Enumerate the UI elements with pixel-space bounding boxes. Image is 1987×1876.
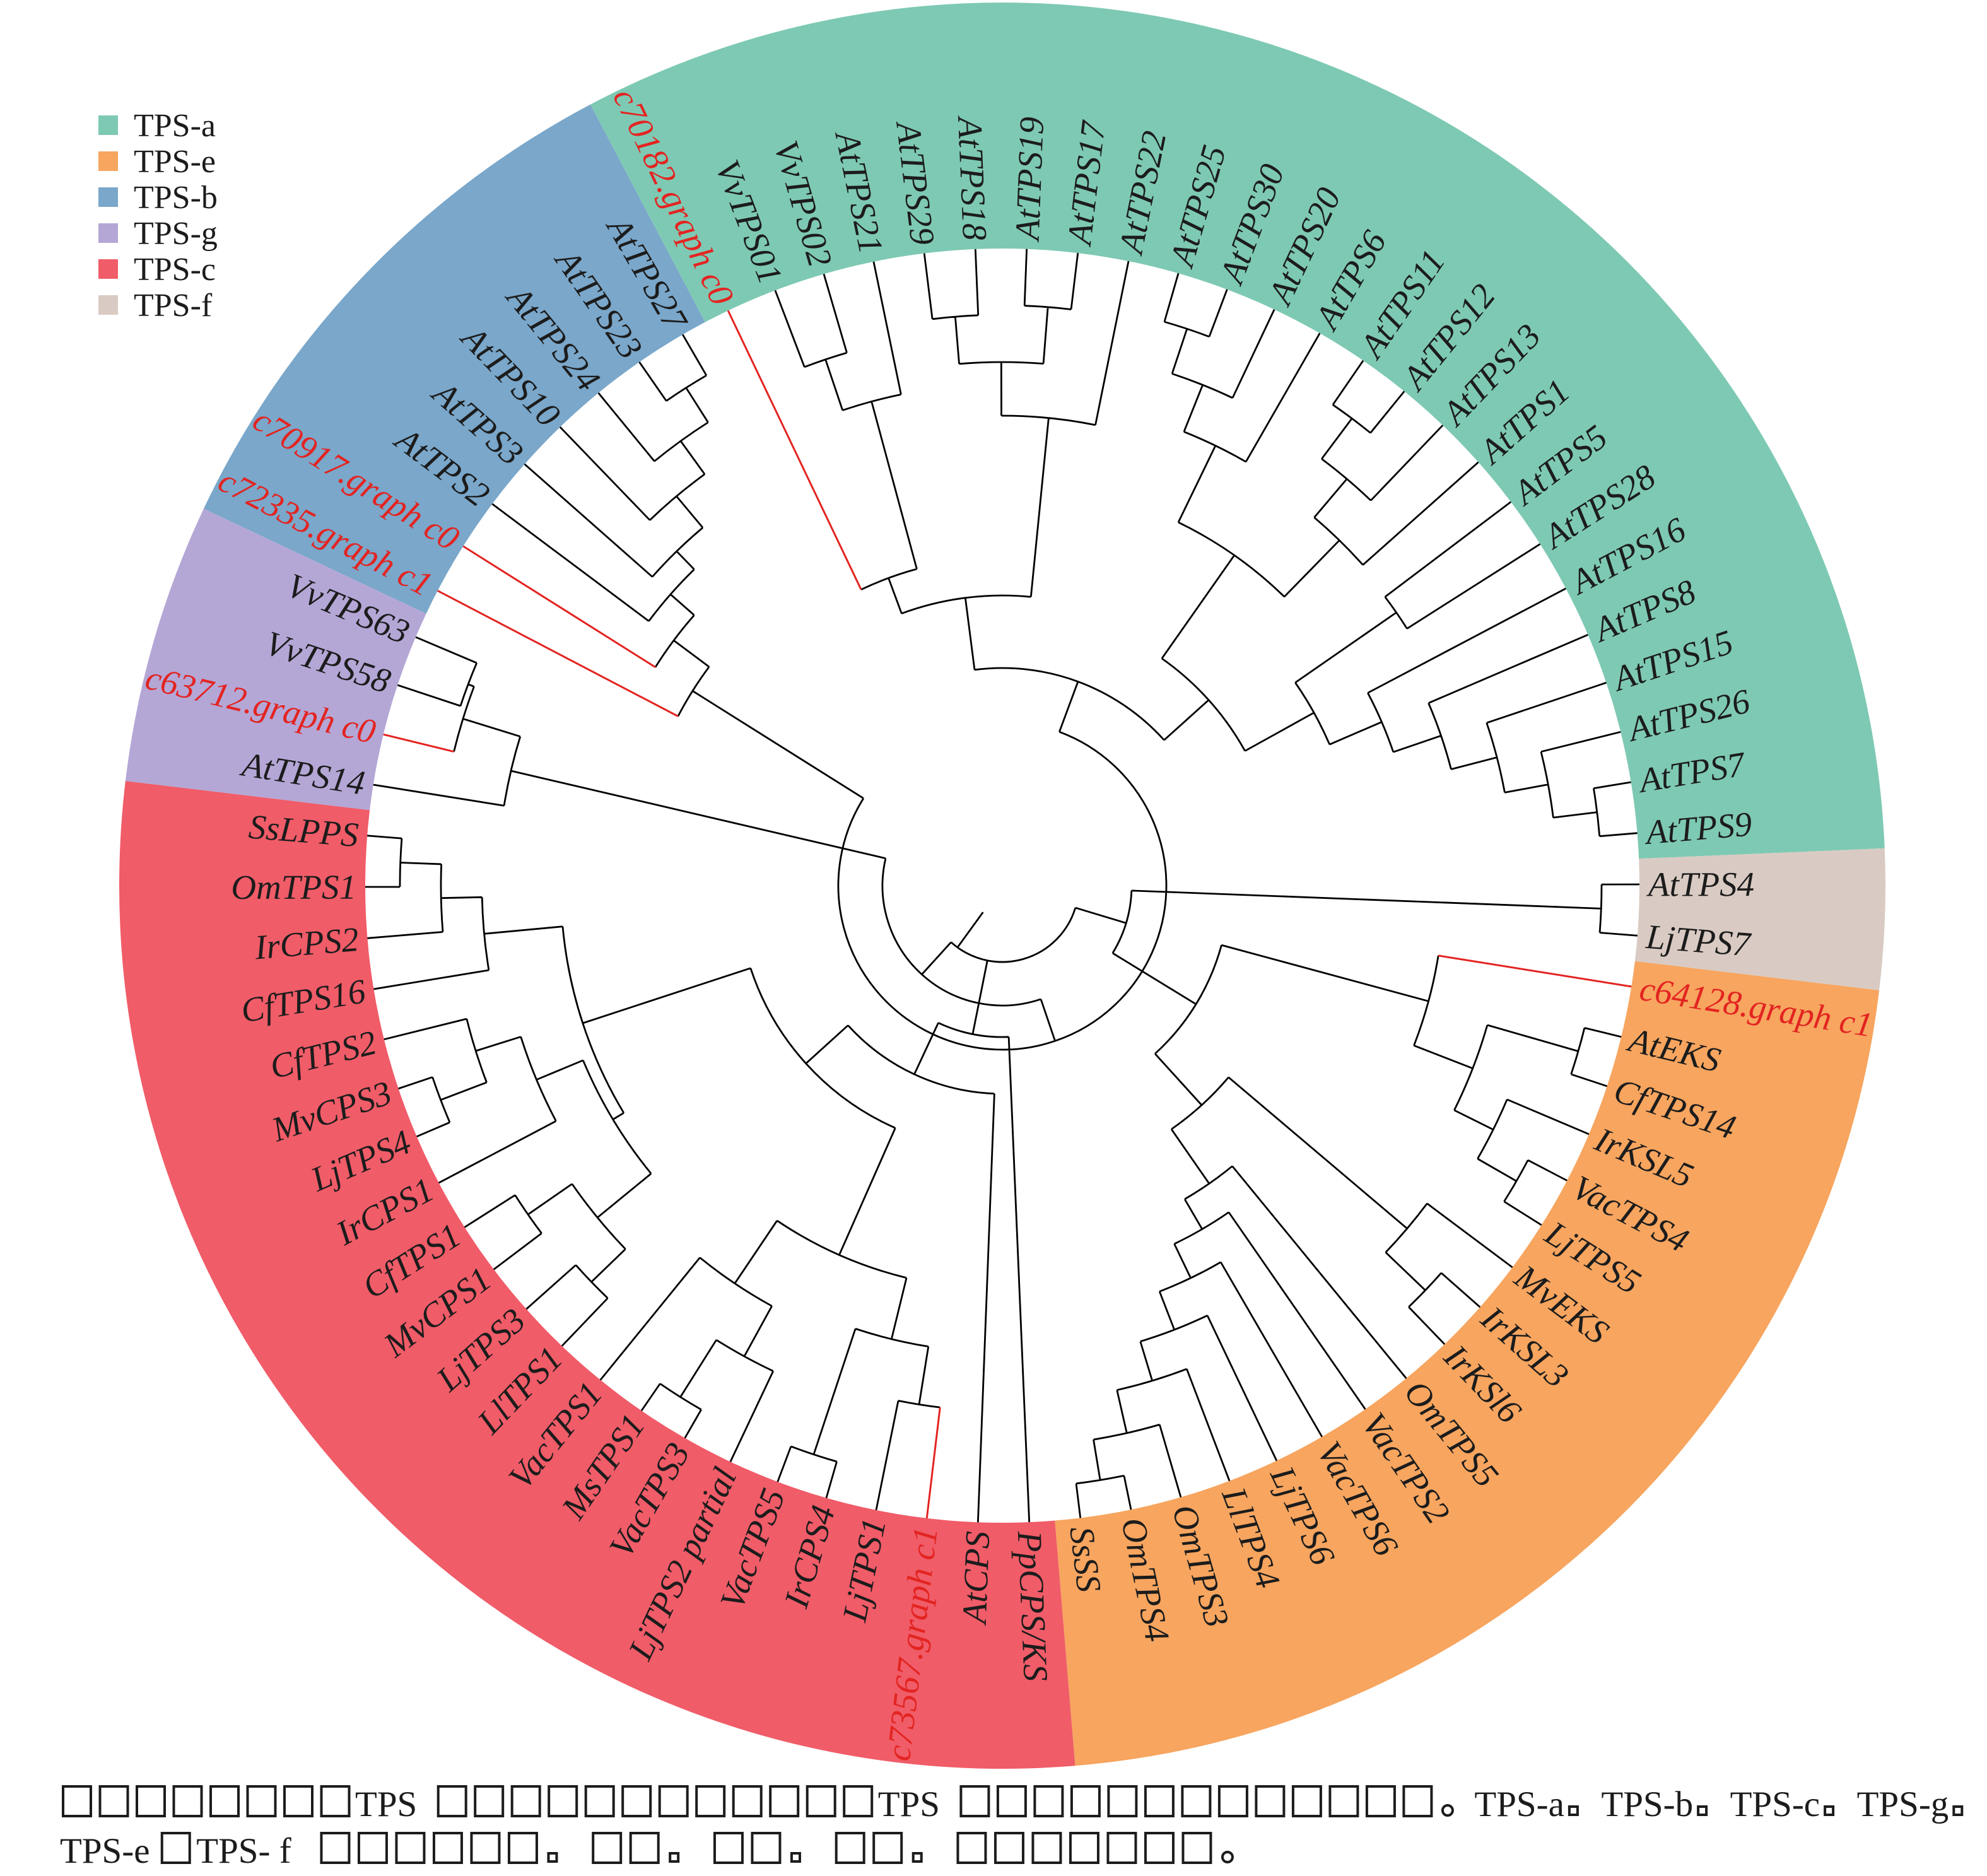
svg-text:TPS: TPS (878, 1785, 940, 1824)
svg-text:LjTPS7: LjTPS7 (1644, 917, 1753, 964)
svg-text:TPS-b: TPS-b (1601, 1785, 1693, 1824)
svg-text:SsLPPS: SsLPPS (247, 807, 360, 854)
svg-text:AtTPS19: AtTPS19 (1008, 116, 1052, 243)
svg-text:TPS-e: TPS-e (60, 1831, 150, 1871)
svg-text:TPS- f: TPS- f (196, 1831, 291, 1871)
svg-text:TPS-c: TPS-c (134, 252, 216, 288)
svg-text:TPS-f: TPS-f (134, 288, 213, 324)
svg-text:TPS-e: TPS-e (134, 144, 216, 180)
svg-text:TPS-b: TPS-b (134, 180, 218, 216)
svg-text:PpCPS/KS: PpCPS/KS (1011, 1530, 1055, 1682)
svg-text:TPS-a: TPS-a (1474, 1785, 1564, 1824)
svg-text:AtCPS: AtCPS (955, 1530, 997, 1627)
svg-text:IrCPS2: IrCPS2 (253, 920, 360, 966)
svg-text:AtTPS9: AtTPS9 (1642, 804, 1754, 852)
svg-text:AtTPS4: AtTPS4 (1646, 865, 1754, 903)
svg-text:TPS-c: TPS-c (1730, 1785, 1820, 1824)
svg-text:OmTPS1: OmTPS1 (231, 868, 356, 906)
svg-text:SsSS: SsSS (1062, 1525, 1108, 1595)
svg-text:AtTPS18: AtTPS18 (951, 114, 994, 241)
svg-text:TPS-g: TPS-g (1857, 1785, 1949, 1824)
svg-text:TPS: TPS (355, 1785, 417, 1824)
svg-text:TPS-g: TPS-g (134, 216, 218, 252)
svg-text:TPS-a: TPS-a (134, 108, 216, 144)
